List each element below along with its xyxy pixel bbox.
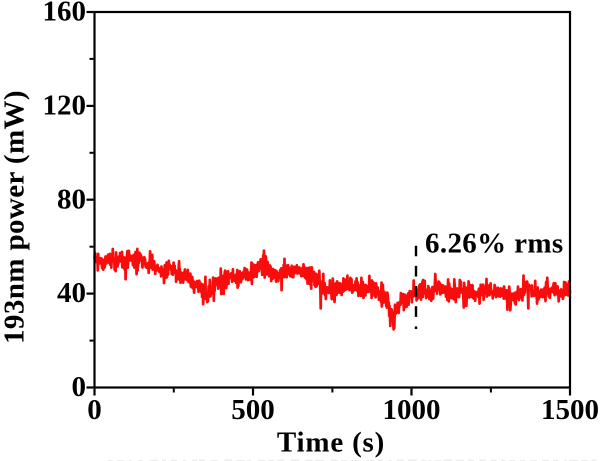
svg-text:160: 160 [43, 0, 87, 28]
svg-text:80: 80 [57, 183, 86, 215]
svg-text:0: 0 [72, 371, 87, 403]
svg-text:120: 120 [43, 90, 87, 122]
svg-text:500: 500 [231, 394, 275, 426]
svg-text:Time (s): Time (s) [277, 427, 385, 459]
svg-text:1000: 1000 [383, 394, 441, 426]
svg-text:193nm power (mW): 193nm power (mW) [0, 90, 31, 344]
svg-text:0: 0 [87, 394, 102, 426]
svg-text:1500: 1500 [541, 394, 599, 426]
svg-text:40: 40 [57, 277, 86, 309]
svg-text:6.26% rms: 6.26% rms [425, 227, 563, 259]
